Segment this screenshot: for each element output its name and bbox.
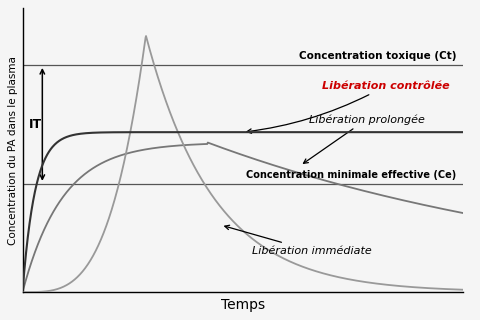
- Text: Libération immédiate: Libération immédiate: [225, 225, 372, 256]
- Text: Concentration minimale effective (Ce): Concentration minimale effective (Ce): [246, 170, 456, 180]
- Text: Concentration toxique (Ct): Concentration toxique (Ct): [299, 51, 456, 61]
- Y-axis label: Concentration du PA dans le plasma: Concentration du PA dans le plasma: [8, 56, 18, 245]
- Text: Libération prolongée: Libération prolongée: [303, 114, 425, 163]
- Text: Libération contrôlée: Libération contrôlée: [247, 81, 450, 133]
- Text: IT: IT: [29, 118, 42, 131]
- X-axis label: Temps: Temps: [221, 298, 265, 312]
